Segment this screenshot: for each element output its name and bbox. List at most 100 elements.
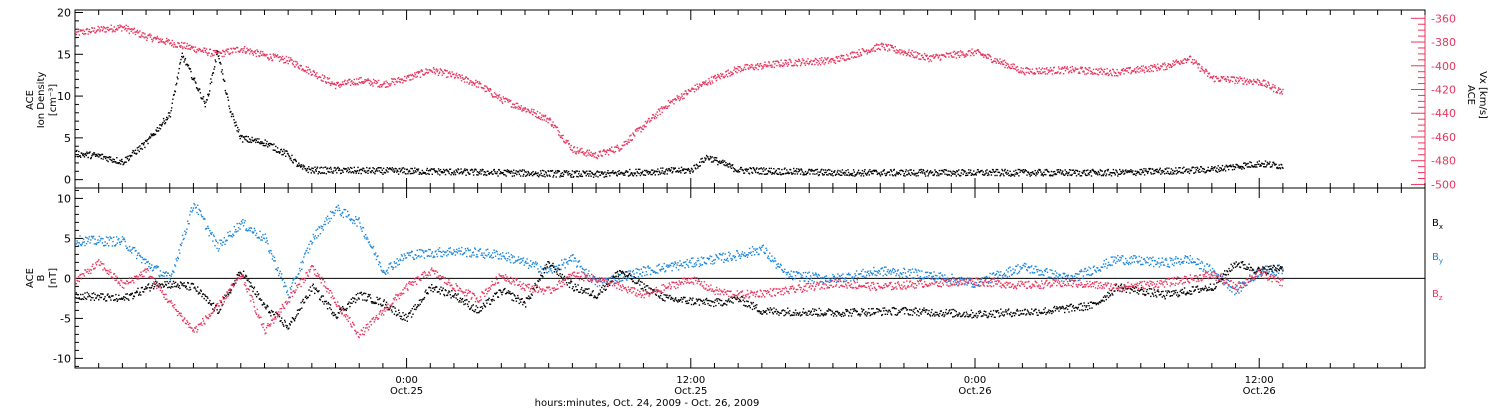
data-point: [164, 123, 166, 125]
data-point: [605, 282, 607, 284]
data-point: [342, 171, 344, 173]
data-point: [474, 248, 477, 250]
data-point: [159, 41, 161, 43]
data-point: [207, 95, 210, 97]
data-point: [447, 171, 450, 173]
data-point: [408, 169, 410, 172]
data-point: [530, 266, 533, 268]
data-point: [538, 116, 540, 118]
data-point: [166, 118, 168, 121]
data-point: [829, 169, 831, 171]
data-point: [183, 237, 185, 240]
data-point: [1275, 91, 1277, 94]
data-point: [659, 171, 661, 173]
data-point: [243, 136, 245, 138]
data-point: [773, 168, 775, 170]
data-point: [305, 69, 307, 72]
data-point: [758, 168, 760, 170]
data-point: [300, 164, 302, 166]
data-point: [1070, 169, 1072, 171]
data-point: [817, 174, 820, 177]
data-point: [1107, 170, 1109, 172]
data-point: [459, 171, 462, 174]
data-point: [806, 62, 809, 65]
data-point: [793, 167, 795, 170]
data-point: [391, 169, 393, 171]
data-point: [143, 142, 145, 144]
data-point: [1009, 170, 1011, 172]
data-point: [922, 169, 924, 171]
data-point: [666, 107, 668, 109]
data-point: [778, 64, 781, 66]
data-point: [748, 65, 751, 67]
data-point: [506, 98, 508, 100]
data-point: [735, 169, 737, 172]
data-point: [1170, 66, 1173, 68]
data-point: [194, 50, 196, 53]
data-point: [1105, 175, 1107, 177]
data-point: [643, 124, 645, 126]
data-point: [491, 257, 493, 259]
data-point: [683, 97, 685, 99]
data-point: [113, 236, 115, 238]
data-point: [150, 266, 152, 269]
data-point: [564, 267, 566, 269]
data-point: [1193, 172, 1196, 174]
data-point: [129, 155, 132, 158]
data-point: [263, 142, 265, 144]
data-point: [1129, 66, 1131, 69]
data-point: [189, 210, 192, 213]
data-point: [900, 49, 902, 51]
data-point: [860, 54, 863, 57]
data-point: [1095, 173, 1097, 175]
data-point: [950, 52, 952, 54]
data-point: [356, 225, 358, 227]
data-point: [888, 48, 890, 50]
data-point: [1149, 68, 1151, 70]
data-point: [1256, 78, 1259, 80]
data-point: [761, 168, 764, 170]
data-point: [1056, 169, 1058, 171]
data-point: [133, 27, 135, 29]
data-point: [1122, 170, 1125, 173]
data-point: [475, 86, 478, 88]
data-point: [94, 32, 97, 34]
data-point: [441, 171, 443, 173]
data-point: [1041, 172, 1043, 175]
data-point: [519, 175, 522, 177]
data-point: [713, 77, 715, 79]
data-point: [678, 95, 680, 98]
data-point: [177, 257, 179, 260]
data-point: [1165, 68, 1167, 71]
data-point: [356, 169, 359, 172]
data-point: [677, 97, 680, 100]
data-point: [401, 255, 403, 257]
data-point: [667, 105, 669, 108]
data-point: [745, 169, 747, 171]
data-point: [128, 28, 130, 30]
data-point: [1096, 73, 1098, 75]
data-point: [272, 144, 274, 146]
data-point: [937, 54, 939, 56]
data-point: [332, 172, 334, 174]
data-point: [1122, 67, 1125, 70]
data-point: [626, 143, 628, 145]
data-point: [1089, 67, 1091, 69]
data-point: [1004, 66, 1006, 69]
data-point: [247, 49, 249, 52]
data-point: [895, 173, 897, 175]
data-point: [987, 172, 989, 174]
data-point: [81, 243, 83, 245]
data-point: [685, 92, 688, 94]
data-point: [1253, 166, 1255, 168]
data-point: [456, 75, 458, 77]
data-point: [700, 158, 702, 160]
data-point: [79, 235, 81, 237]
data-point: [662, 108, 664, 110]
data-point: [441, 255, 444, 258]
data-point: [344, 208, 346, 211]
data-point: [443, 251, 446, 253]
data-point: [785, 59, 787, 62]
data-point: [297, 66, 299, 68]
data-point: [467, 171, 469, 173]
